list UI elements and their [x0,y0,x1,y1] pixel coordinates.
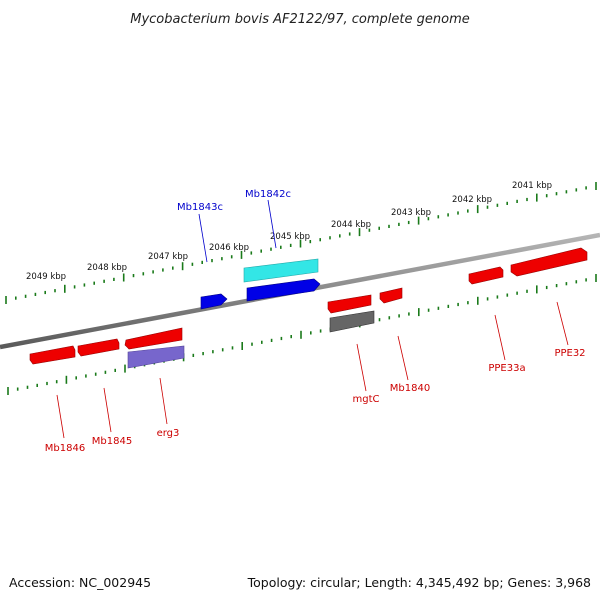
reverse-features [29,247,588,369]
label-mb1846[interactable]: Mb1846 [45,443,85,454]
label-mgtc[interactable]: mgtC [353,394,380,405]
leader-mb1842c [267,199,277,249]
leader-mb1843c [198,213,208,263]
forward-features [200,258,321,310]
scale-labels: 2041 kbp 2042 kbp 2043 kbp 2044 kbp 2045… [26,181,552,282]
accession-text: Accession: NC_002945 [9,575,151,590]
tick-label-2044: 2044 kbp [331,220,371,230]
label-mb1843c[interactable]: Mb1843c [177,202,223,213]
gene-ppe33a[interactable] [468,266,504,285]
tick-label-2043: 2043 kbp [391,208,431,218]
tick-track-inner [7,274,597,395]
gene-mb1842c-cyan[interactable] [243,258,319,283]
gene-mb1846[interactable] [29,345,76,365]
tick-label-2041: 2041 kbp [512,181,552,191]
genome-title: Mycobacterium bovis AF2122/97, complete … [130,12,469,27]
gene-mgtc-red[interactable] [327,294,372,314]
tick-label-2048: 2048 kbp [87,263,127,273]
gene-erg3-red[interactable] [124,327,183,350]
tick-label-2049: 2049 kbp [26,272,66,282]
leader-mb1845 [103,387,112,433]
label-mb1845[interactable]: Mb1845 [92,436,132,447]
gene-labels: Mb1843c Mb1842c Mb1846 Mb1845 erg3 mgtC … [45,189,586,454]
label-ppe33a[interactable]: PPE33a [488,363,525,374]
topology-summary: Topology: circular; Length: 4,345,492 bp… [247,575,591,590]
gene-mgtc-gray[interactable] [329,310,375,333]
gene-erg3-purple[interactable] [127,345,185,369]
gene-mb1843c[interactable] [200,293,228,310]
leader-ppe33a [494,314,506,361]
gene-ppe32[interactable] [510,247,588,277]
leader-mb1846 [56,394,65,439]
gene-mb1842c-blue[interactable] [246,278,321,302]
label-leader-lines [56,199,569,439]
leader-ppe32 [556,301,569,346]
leader-mb1840 [397,335,409,381]
label-erg3[interactable]: erg3 [157,428,180,439]
tick-track-outer [5,182,597,304]
leader-mgtc [356,343,367,392]
tick-label-2047: 2047 kbp [148,252,188,262]
gene-mb1845[interactable] [77,338,120,357]
leader-erg3 [159,377,168,425]
label-ppe32[interactable]: PPE32 [554,348,585,359]
label-mb1840[interactable]: Mb1840 [390,383,430,394]
label-mb1842c[interactable]: Mb1842c [245,189,291,200]
tick-label-2046: 2046 kbp [209,243,249,253]
tick-label-2045: 2045 kbp [270,232,310,242]
gene-mb1840[interactable] [379,287,403,304]
tick-label-2042: 2042 kbp [452,195,492,205]
